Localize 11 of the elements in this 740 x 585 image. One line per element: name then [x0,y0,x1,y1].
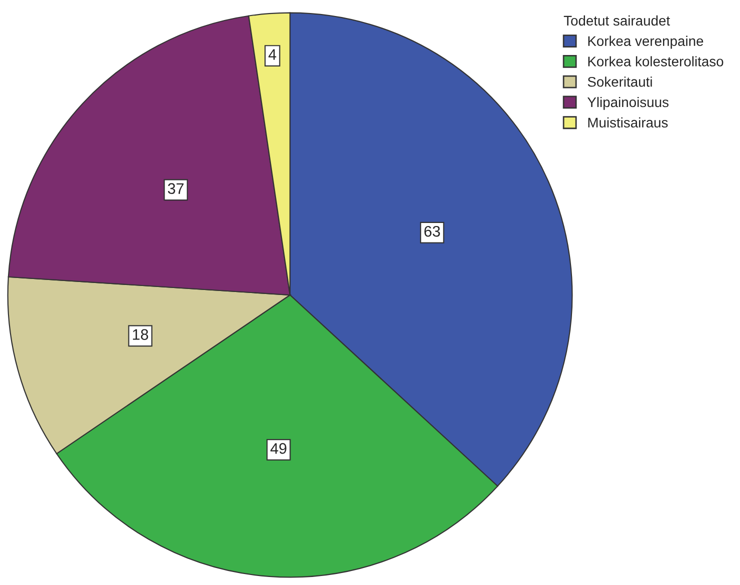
legend-label: Ylipainoisuus [587,96,669,110]
legend-label: Sokeritauti [588,76,652,87]
data-label: 4 [268,49,276,60]
legend-label: Muistisairaus [588,117,668,128]
data-label: 49 [270,443,286,454]
legend-label: Korkea kolesterolitaso [588,56,724,66]
data-label: 37 [168,183,184,194]
legend-label: Korkea verenpaine [588,36,704,49]
data-label: 63 [424,226,440,237]
legend-title: Todetut sairaudet [564,15,670,26]
data-label: 18 [132,329,148,340]
